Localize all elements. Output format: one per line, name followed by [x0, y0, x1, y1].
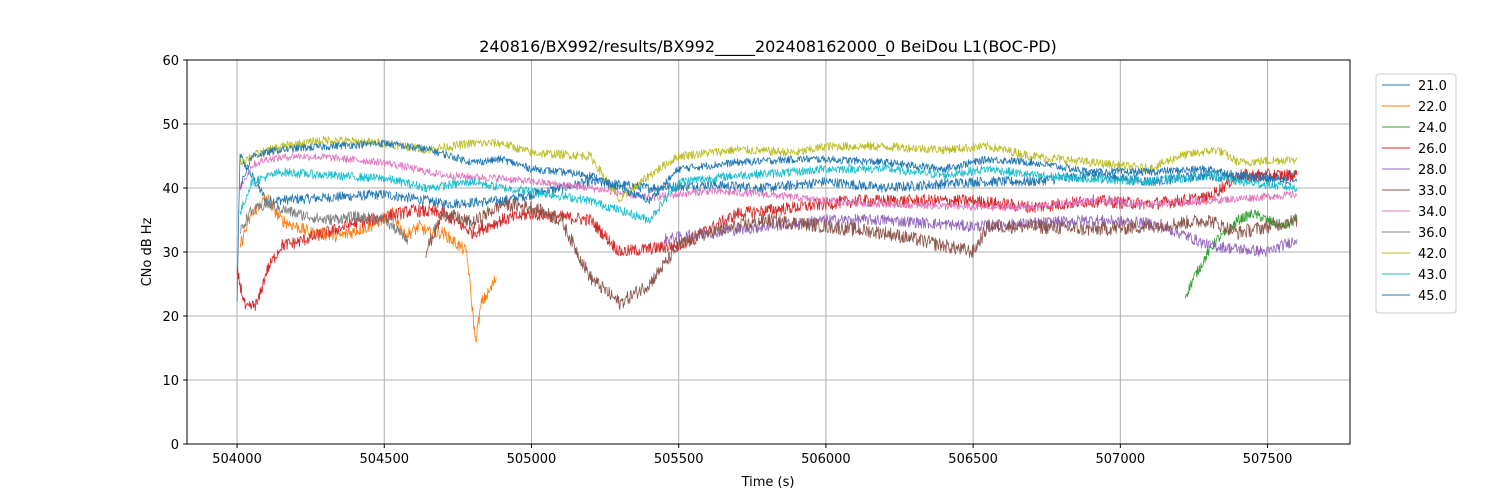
- y-tick-label: 30: [162, 246, 179, 261]
- legend-label: 34.0: [1418, 205, 1447, 220]
- y-tick-label: 40: [162, 182, 179, 197]
- x-tick-label: 506000: [801, 452, 851, 467]
- series-line-45.0: [239, 139, 1298, 205]
- y-tick-label: 0: [171, 438, 179, 453]
- x-tick-label: 506500: [948, 452, 998, 467]
- legend-label: 36.0: [1418, 226, 1447, 241]
- x-axis-title: Time (s): [741, 475, 795, 490]
- y-tick-label: 60: [162, 54, 179, 69]
- series-line-34.0: [239, 153, 1298, 212]
- legend-label: 33.0: [1418, 184, 1447, 199]
- legend-label: 43.0: [1418, 268, 1447, 283]
- x-tick-label: 505000: [507, 452, 557, 467]
- x-tick-label: 505500: [654, 452, 704, 467]
- x-tick-label: 507500: [1243, 452, 1293, 467]
- series-line-43.0: [239, 164, 1298, 224]
- y-tick-label: 10: [162, 374, 179, 389]
- series-line-22.0: [239, 194, 497, 343]
- series-line-42.0: [239, 135, 1298, 203]
- y-tick-label: 50: [162, 118, 179, 133]
- x-tick-label: 504000: [212, 452, 262, 467]
- y-tick-label: 20: [162, 310, 179, 325]
- axis-ticks: 504000 504500 505000 505500 506000 506500 5070…: [162, 54, 1292, 467]
- series-line-28.0: [663, 213, 1298, 258]
- chart-title: 240816/BX992/results/BX992_____202408162…: [479, 37, 1057, 57]
- series-line-26.0: [236, 168, 1298, 311]
- series-line-36.0: [239, 197, 409, 245]
- legend-label: 24.0: [1418, 121, 1447, 136]
- legend-label: 42.0: [1418, 247, 1447, 262]
- x-tick-label: 504500: [359, 452, 409, 467]
- series-lines: [236, 135, 1298, 343]
- legend-label: 28.0: [1418, 163, 1447, 178]
- legend-label: 26.0: [1418, 142, 1447, 157]
- y-axis-title: CNo dB Hz: [140, 217, 155, 286]
- legend: 21.0 22.0 24.0 26.0 28.0 33.0 34.0 36.0 42.0 43.0…: [1375, 73, 1457, 314]
- legend-label: 45.0: [1418, 289, 1447, 304]
- x-tick-label: 507000: [1096, 452, 1146, 467]
- legend-label: 22.0: [1418, 100, 1447, 115]
- series-line-33.0: [425, 197, 1298, 310]
- legend-label: 21.0: [1418, 79, 1447, 94]
